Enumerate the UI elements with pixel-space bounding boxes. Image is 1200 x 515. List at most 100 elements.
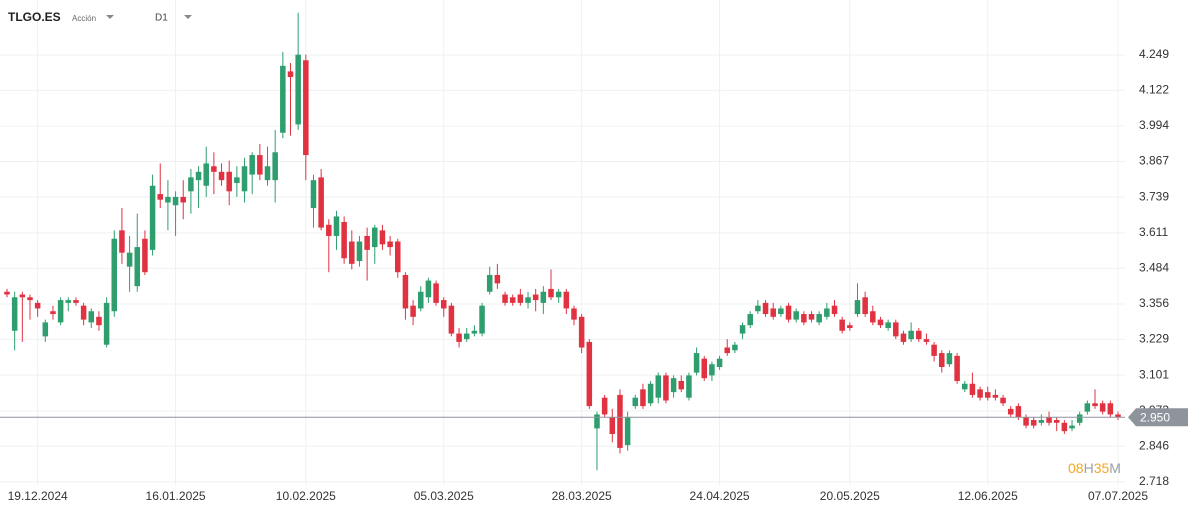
y-tick-label: 3.739 bbox=[1139, 189, 1169, 203]
candle-body bbox=[724, 347, 730, 354]
candle-body bbox=[57, 300, 64, 323]
candle-body bbox=[126, 252, 133, 267]
asset-type: Acción bbox=[72, 14, 96, 23]
timeframe[interactable]: D1 bbox=[155, 13, 168, 24]
candle-body bbox=[540, 291, 547, 303]
x-tick-label: 28.03.2025 bbox=[552, 489, 612, 503]
candle-body bbox=[862, 297, 868, 315]
x-tick-label: 24.04.2025 bbox=[690, 489, 750, 503]
candle-body bbox=[1030, 420, 1037, 426]
candle-body bbox=[203, 163, 209, 186]
candle-body bbox=[969, 383, 976, 395]
candle-body bbox=[831, 305, 838, 315]
candle-body bbox=[939, 353, 945, 368]
x-tick-label: 12.06.2025 bbox=[958, 489, 1018, 503]
candle-body bbox=[663, 375, 669, 401]
candle-body bbox=[188, 177, 194, 192]
candle-body bbox=[364, 235, 370, 250]
candle-body bbox=[80, 305, 87, 320]
candle-body bbox=[19, 294, 26, 298]
candle-body bbox=[962, 383, 968, 390]
candle-body bbox=[770, 308, 776, 317]
candle-body bbox=[885, 322, 891, 328]
candle-body bbox=[257, 155, 263, 175]
candle-body bbox=[379, 230, 386, 245]
x-tick-label: 05.03.2025 bbox=[414, 489, 474, 503]
candle-body bbox=[624, 417, 631, 446]
candle-body bbox=[1038, 420, 1045, 423]
dropdown-arrow[interactable] bbox=[184, 15, 192, 19]
candle-body bbox=[793, 311, 799, 320]
candle-body bbox=[678, 380, 685, 390]
candle-body bbox=[295, 54, 301, 125]
candle-body bbox=[440, 300, 447, 309]
candle-body bbox=[824, 308, 830, 317]
candle-body bbox=[410, 305, 416, 317]
candle-body bbox=[27, 297, 33, 301]
candle-body bbox=[249, 155, 255, 175]
candle-body bbox=[88, 311, 95, 323]
x-tick-label: 20.05.2025 bbox=[820, 489, 880, 503]
x-tick-label: 16.01.2025 bbox=[146, 489, 206, 503]
candle-body bbox=[172, 196, 179, 206]
candle-body bbox=[563, 291, 570, 309]
candle-body bbox=[1007, 408, 1014, 415]
candle-body bbox=[739, 325, 746, 334]
countdown-part: 08 bbox=[1068, 460, 1084, 476]
candle-body bbox=[532, 294, 539, 301]
dropdown-arrow[interactable] bbox=[106, 15, 114, 19]
candle-body bbox=[548, 288, 554, 298]
candle-body bbox=[839, 319, 845, 331]
axes: 2.7182.8462.9733.1013.2293.3563.4843.611… bbox=[0, 47, 1188, 503]
x-tick-label: 07.07.2025 bbox=[1088, 489, 1148, 503]
candle-body bbox=[732, 344, 738, 351]
candle-body bbox=[280, 65, 286, 133]
candle-body bbox=[686, 375, 692, 398]
candle-body bbox=[395, 241, 401, 273]
candle-body bbox=[716, 358, 723, 368]
candle-body bbox=[992, 394, 999, 398]
candle-body bbox=[647, 383, 654, 404]
y-tick-label: 4.249 bbox=[1139, 47, 1169, 61]
y-tick-label: 3.484 bbox=[1139, 260, 1169, 274]
candle-body bbox=[1084, 403, 1091, 412]
candle-body bbox=[1061, 422, 1068, 432]
candle-body bbox=[509, 297, 516, 303]
candle-body bbox=[456, 333, 462, 342]
candle-body bbox=[931, 344, 937, 356]
candle-body bbox=[1000, 397, 1006, 404]
y-tick-label: 3.229 bbox=[1139, 332, 1169, 346]
candle-body bbox=[977, 389, 983, 398]
candle-body bbox=[34, 302, 41, 309]
candle-body bbox=[486, 274, 493, 292]
candle-body bbox=[341, 222, 347, 259]
candle-body bbox=[1099, 403, 1106, 412]
symbol[interactable]: TLGO.ES bbox=[8, 10, 61, 24]
candle-body bbox=[916, 330, 922, 340]
candle-body bbox=[1053, 420, 1060, 423]
candle-body bbox=[893, 322, 899, 337]
candle-body bbox=[425, 280, 432, 298]
candle-body bbox=[594, 414, 600, 429]
candle-body bbox=[785, 305, 792, 320]
candles bbox=[4, 12, 1121, 471]
candle-body bbox=[1015, 406, 1022, 418]
candle-body bbox=[617, 394, 623, 448]
candle-body bbox=[670, 378, 677, 393]
candle-body bbox=[42, 322, 49, 337]
candle-body bbox=[801, 314, 807, 323]
candle-body bbox=[157, 194, 163, 200]
candle-body bbox=[946, 353, 953, 365]
candle-body bbox=[555, 291, 562, 298]
candle-body bbox=[471, 330, 478, 334]
candle-body bbox=[1076, 414, 1083, 423]
last-price-box bbox=[1128, 408, 1188, 427]
candle-body bbox=[1092, 403, 1098, 407]
candle-body bbox=[778, 308, 784, 315]
candle-body bbox=[142, 238, 148, 273]
last-price-label: 2.950 bbox=[1140, 410, 1170, 424]
candle-body bbox=[65, 300, 72, 303]
candle-body bbox=[211, 166, 217, 172]
candle-body bbox=[808, 314, 815, 320]
